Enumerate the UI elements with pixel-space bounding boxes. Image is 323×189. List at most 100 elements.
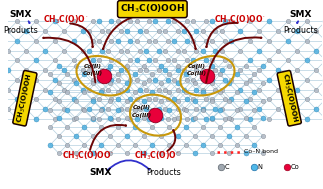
Point: [90, 117, 95, 120]
Point: [285, 20, 290, 23]
Point: [285, 78, 290, 81]
Text: N: N: [258, 164, 263, 170]
Point: [24, 49, 29, 52]
Point: [143, 29, 149, 33]
Point: [99, 108, 105, 111]
Point: [172, 39, 177, 42]
Point: [266, 98, 271, 101]
Point: [252, 90, 257, 93]
Point: [156, 49, 161, 52]
Point: [90, 39, 95, 42]
Text: Co(III): Co(III): [186, 71, 206, 76]
Point: [243, 82, 248, 85]
Point: [15, 98, 20, 101]
Point: [116, 90, 121, 93]
Point: [276, 108, 281, 111]
Point: [150, 73, 155, 76]
Point: [266, 78, 271, 81]
Point: [99, 49, 105, 52]
Point: [228, 59, 234, 62]
Point: [219, 108, 224, 111]
Point: [226, 64, 231, 67]
Point: [5, 49, 10, 52]
Point: [134, 98, 139, 101]
Point: [181, 49, 186, 52]
Point: [156, 29, 161, 33]
Point: [141, 82, 146, 85]
Point: [184, 143, 189, 146]
Point: [235, 90, 240, 93]
Point: [109, 39, 114, 42]
Point: [99, 90, 104, 93]
Point: [184, 73, 189, 76]
Point: [203, 78, 208, 81]
Point: [184, 125, 189, 129]
Point: [65, 90, 70, 93]
Text: Co(III): Co(III): [131, 113, 151, 118]
Point: [260, 82, 266, 85]
Point: [156, 69, 161, 72]
Point: [251, 165, 256, 168]
Point: [295, 108, 300, 111]
Point: [48, 108, 53, 111]
Point: [143, 69, 149, 72]
Point: [219, 88, 224, 91]
Point: [153, 114, 158, 117]
Point: [73, 134, 78, 137]
Point: [82, 73, 87, 76]
Point: [141, 117, 146, 120]
Point: [200, 49, 205, 52]
Point: [181, 108, 186, 111]
Text: Co: Co: [291, 164, 299, 170]
Point: [167, 108, 172, 111]
Point: [247, 98, 253, 101]
Point: [219, 49, 224, 52]
Point: [285, 59, 290, 62]
Point: [90, 64, 95, 67]
Point: [191, 20, 196, 23]
Point: [153, 117, 158, 120]
Point: [243, 64, 248, 67]
Point: [191, 39, 196, 42]
Point: [73, 99, 78, 102]
Point: [62, 108, 67, 111]
Text: CH$_3$C(O)OO$^\cdot$: CH$_3$C(O)OO$^\cdot$: [214, 13, 266, 26]
Point: [167, 143, 172, 146]
Point: [96, 39, 101, 42]
Point: [201, 90, 206, 93]
Point: [107, 99, 112, 102]
Point: [43, 88, 48, 91]
Point: [201, 143, 206, 146]
Point: [209, 99, 214, 102]
Point: [226, 99, 231, 102]
Point: [24, 88, 29, 91]
Point: [87, 29, 92, 33]
Point: [210, 59, 215, 62]
Text: SMX: SMX: [289, 10, 311, 19]
Text: Co(II): Co(II): [132, 105, 150, 110]
Point: [175, 99, 181, 102]
Point: [304, 78, 309, 81]
Point: [153, 39, 158, 42]
Point: [209, 134, 214, 137]
Point: [158, 117, 163, 120]
Point: [71, 59, 76, 62]
Point: [80, 88, 86, 91]
Point: [192, 134, 197, 137]
Point: [247, 78, 253, 81]
Point: [150, 90, 155, 93]
Point: [226, 117, 231, 120]
Point: [107, 152, 112, 155]
Point: [260, 117, 266, 120]
Point: [257, 69, 262, 72]
Point: [96, 78, 101, 81]
Point: [191, 98, 196, 101]
Point: [56, 82, 61, 85]
Point: [128, 20, 133, 23]
Point: [115, 20, 120, 23]
Point: [235, 73, 240, 76]
Text: CH$_3$C(O)OOH: CH$_3$C(O)OOH: [15, 72, 35, 124]
Point: [80, 49, 86, 52]
Point: [192, 152, 197, 155]
Point: [184, 90, 189, 93]
